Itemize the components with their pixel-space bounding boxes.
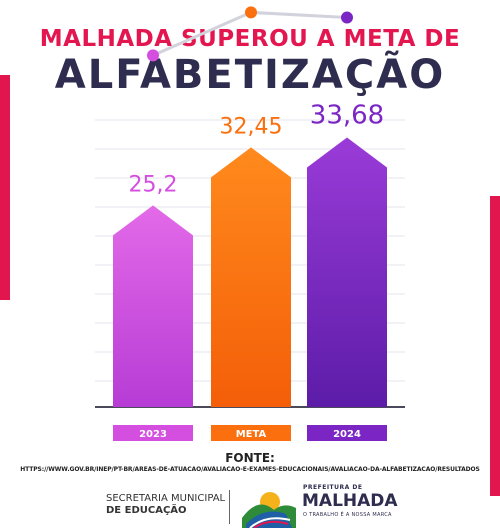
trend-line: [152, 10, 348, 57]
value-label-2023: 25,2: [129, 172, 178, 197]
bar-meta: [211, 147, 291, 407]
value-label-2024: 33,68: [310, 101, 384, 131]
category-pill-meta: [211, 425, 291, 441]
title-line-2: ALFABETIZAÇÃO: [54, 52, 446, 98]
category-label-meta: META: [236, 429, 267, 440]
prefeitura-label: PREFEITURA DE: [303, 484, 363, 491]
bar-chart: 25,2 32,45 33,68 2023 META 2024: [95, 6, 405, 441]
trend-point-2023: [147, 49, 159, 62]
bar-2024: [307, 137, 387, 407]
category-label-2024: 2024: [333, 429, 361, 440]
title-line-1: MALHADA SUPEROU A META DE: [39, 26, 461, 52]
category-pill-2024: [307, 425, 387, 441]
trend-point-meta: [245, 6, 257, 19]
bar-2023: [113, 205, 193, 407]
secretaria-name-line-2: DE EDUCAÇÃO: [106, 505, 187, 516]
source-title: FONTE:: [225, 451, 275, 465]
value-label-meta: 32,45: [220, 114, 283, 139]
left-accent-bar: [0, 75, 10, 300]
secretaria-name-line-1: SECRETARIA MUNICIPAL: [106, 493, 226, 504]
category-pill-2023: [113, 425, 193, 441]
prefeitura-slogan: O TRABALHO É A NOSSA MARCA: [303, 512, 392, 518]
footer-divider: [229, 490, 230, 524]
right-accent-bar: [490, 196, 500, 496]
category-label-2023: 2023: [139, 429, 167, 440]
prefeitura-logo-icon: [242, 492, 296, 528]
source-url: HTTPS://WWW.GOV.BR/INEP/PT-BR/AREAS-DE-A…: [20, 466, 480, 473]
trend-point-2024: [341, 11, 353, 24]
prefeitura-name: MALHADA: [302, 491, 398, 511]
